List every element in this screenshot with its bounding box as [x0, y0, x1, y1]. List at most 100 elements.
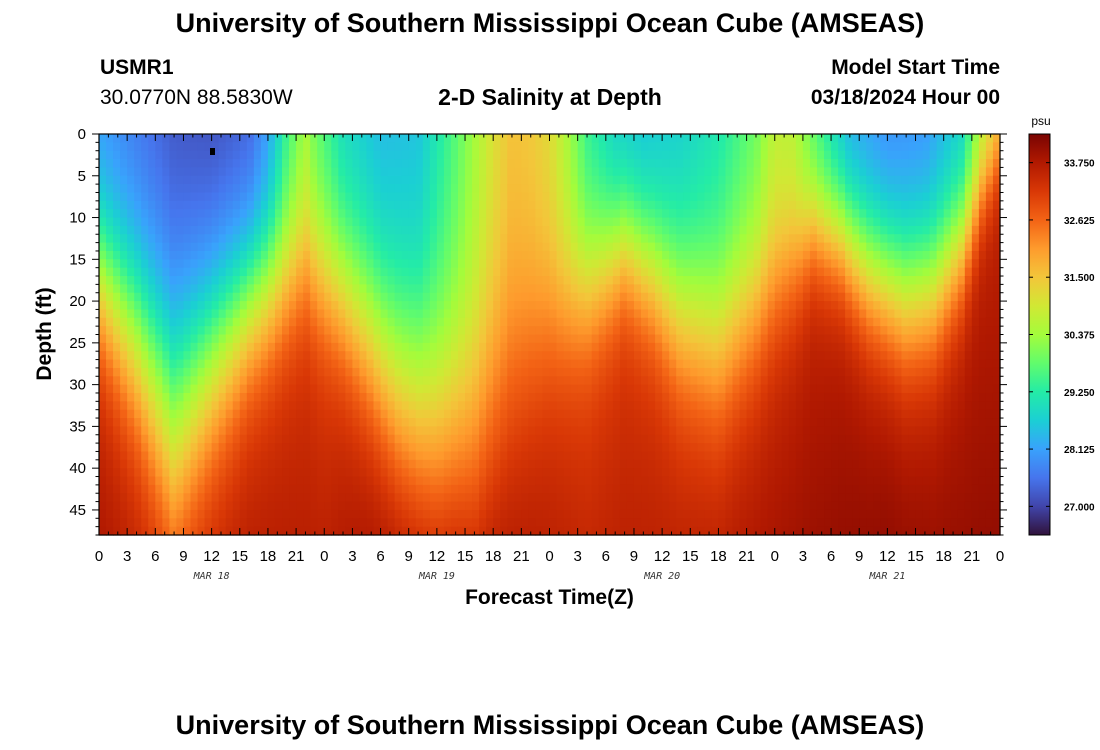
heatmap-cell: [626, 250, 635, 260]
heatmap-cell: [141, 175, 149, 185]
heatmap-cell: [134, 493, 142, 503]
heatmap-cell: [584, 250, 593, 260]
heatmap-cell: [479, 384, 487, 394]
heatmap-cell: [753, 359, 762, 369]
heatmap-cell: [303, 134, 311, 143]
heatmap-cell: [232, 418, 241, 427]
heatmap-cell: [465, 242, 473, 252]
heatmap-cell: [809, 317, 818, 327]
heatmap-cell: [197, 209, 206, 219]
heatmap-cell: [338, 359, 346, 369]
heatmap-cell: [225, 309, 234, 319]
heatmap-cell: [127, 326, 135, 336]
heatmap-cell: [436, 359, 445, 369]
heatmap-cell: [676, 384, 684, 394]
heatmap-cell: [500, 401, 508, 411]
heatmap-cell: [331, 493, 339, 503]
heatmap-cell: [99, 234, 107, 244]
heatmap-cell: [134, 142, 142, 152]
heatmap-cell: [422, 309, 431, 319]
heatmap-cell: [303, 392, 311, 402]
heatmap-cell: [690, 267, 698, 277]
heatmap-cell: [450, 209, 459, 219]
heatmap-cell: [746, 351, 755, 361]
heatmap-cell: [127, 167, 135, 177]
heatmap-cell: [507, 242, 515, 252]
heatmap-cell: [127, 276, 135, 285]
heatmap-cell: [141, 192, 149, 202]
heatmap-cell: [774, 392, 783, 402]
heatmap-cell: [809, 292, 818, 302]
heatmap-cell: [521, 301, 529, 311]
heatmap-cell: [690, 192, 698, 202]
heatmap-cell: [106, 518, 114, 528]
heatmap-cell: [162, 476, 170, 486]
heatmap-cell: [106, 200, 114, 210]
heatmap-cell: [422, 526, 431, 536]
heatmap-cell: [127, 526, 135, 536]
heatmap-cell: [282, 334, 290, 344]
heatmap-cell: [809, 509, 818, 519]
heatmap-cell: [683, 451, 691, 461]
heatmap-cell: [465, 142, 473, 152]
heatmap-cell: [148, 501, 156, 511]
heatmap-cell: [655, 250, 663, 260]
heatmap-cell: [612, 334, 621, 344]
heatmap-cell: [317, 392, 325, 402]
heatmap-cells: [99, 134, 1001, 536]
heatmap-cell: [662, 150, 670, 160]
heatmap-cell: [331, 392, 339, 402]
heatmap-cell: [767, 192, 776, 202]
heatmap-cell: [514, 284, 522, 294]
heatmap-cell: [549, 276, 558, 285]
heatmap-cell: [486, 351, 494, 361]
heatmap-cell: [225, 434, 234, 444]
heatmap-cell: [113, 468, 121, 478]
heatmap-cell: [457, 150, 466, 160]
heatmap-cell: [542, 242, 551, 252]
heatmap-cell: [169, 434, 178, 444]
heatmap-cell: [633, 451, 642, 461]
heatmap-cell: [303, 384, 311, 394]
heatmap-cell: [598, 225, 607, 235]
heatmap-cell: [746, 217, 755, 227]
heatmap-cell: [549, 434, 558, 444]
heatmap-cell: [211, 493, 220, 503]
heatmap-cell: [465, 434, 473, 444]
heatmap-cell: [500, 326, 508, 336]
heatmap-cell: [366, 175, 375, 185]
heatmap-cell: [324, 276, 332, 285]
heatmap-cell: [232, 184, 241, 194]
heatmap-cell: [260, 384, 269, 394]
heatmap-cell: [457, 142, 466, 152]
heatmap-cell: [465, 451, 473, 461]
heatmap-cell: [408, 476, 417, 486]
heatmap-cell: [239, 359, 248, 369]
heatmap-cell: [528, 250, 537, 260]
heatmap-cell: [120, 317, 128, 327]
heatmap-cell: [648, 459, 656, 469]
heatmap-cell: [282, 234, 290, 244]
heatmap-cell: [155, 409, 163, 419]
heatmap-cell: [225, 184, 234, 194]
heatmap-cell: [274, 392, 283, 402]
heatmap-cell: [486, 476, 494, 486]
heatmap-cell: [514, 418, 522, 427]
heatmap-cell: [394, 359, 403, 369]
heatmap-cell: [753, 334, 762, 344]
heatmap-cell: [204, 234, 213, 244]
heatmap-cell: [380, 468, 389, 478]
heatmap-cell: [598, 276, 607, 285]
heatmap-cell: [324, 384, 332, 394]
heatmap-cell: [415, 326, 424, 336]
heatmap-cell: [134, 309, 142, 319]
heatmap-cell: [500, 175, 508, 185]
heatmap-cell: [683, 468, 691, 478]
heatmap-cell: [802, 334, 811, 344]
heatmap-cell: [148, 359, 156, 369]
heatmap-cell: [225, 501, 234, 511]
heatmap-cell: [443, 192, 452, 202]
heatmap-cell: [415, 484, 424, 494]
heatmap-cell: [725, 376, 734, 386]
heatmap-cell: [359, 150, 368, 160]
